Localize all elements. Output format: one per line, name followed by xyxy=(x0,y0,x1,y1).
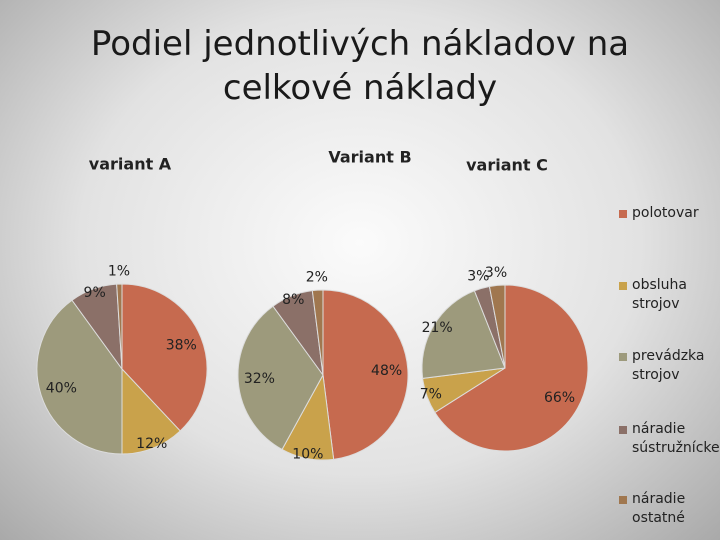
pie-title: Variant B xyxy=(328,148,411,167)
legend-label: obsluha strojov xyxy=(632,277,687,312)
data-label: 2% xyxy=(306,269,328,285)
data-label: 10% xyxy=(292,446,323,462)
data-label: 9% xyxy=(84,285,106,301)
pie-slice xyxy=(311,289,324,376)
legend-label: náradie ostatné xyxy=(632,491,686,526)
data-label: 7% xyxy=(420,387,442,403)
data-label: 3% xyxy=(485,265,507,281)
legend-swatch xyxy=(619,496,627,504)
pie-title: variant C xyxy=(466,156,548,175)
data-label: 38% xyxy=(166,338,197,354)
data-label: 12% xyxy=(136,436,167,452)
pie-slice xyxy=(116,283,123,370)
legend-swatch xyxy=(619,282,627,290)
data-label: 3% xyxy=(467,268,489,284)
legend-label: polotovar xyxy=(632,205,699,221)
pie-slice xyxy=(121,283,208,432)
legend-swatch xyxy=(619,353,627,361)
pie-slice xyxy=(36,299,123,455)
legend-swatch xyxy=(619,426,627,434)
pie-slice xyxy=(121,367,181,455)
data-label: 32% xyxy=(244,371,275,387)
pie-slice xyxy=(322,289,409,460)
data-label: 1% xyxy=(108,263,130,279)
slide-title: Podiel jednotlivých nákladov na celkové … xyxy=(90,24,630,108)
legend-swatch xyxy=(619,210,627,218)
data-label: 66% xyxy=(544,390,575,406)
legend-label: náradie sústružnícke xyxy=(632,421,720,456)
pie-slice xyxy=(421,290,506,379)
data-label: 40% xyxy=(46,381,77,397)
legend-label: prevádzka strojov xyxy=(632,348,705,383)
data-label: 48% xyxy=(371,363,402,379)
data-label: 21% xyxy=(422,320,453,336)
data-label: 8% xyxy=(282,292,304,308)
pie-slice xyxy=(434,284,589,452)
pie-title: variant A xyxy=(89,155,172,174)
pie-slice xyxy=(237,305,324,451)
pie-slice xyxy=(488,284,506,369)
